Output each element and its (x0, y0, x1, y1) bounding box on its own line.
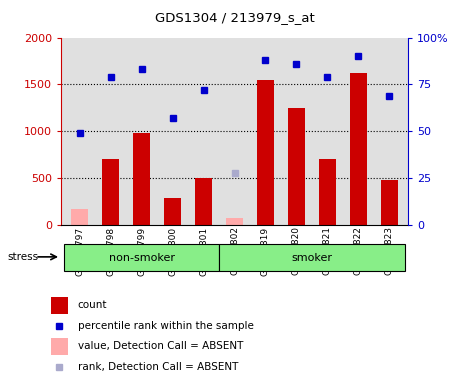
Bar (350, 73, 367, 225)
Bar (195, 178, 212, 225)
Bar (164, 198, 181, 225)
Bar (133, 133, 150, 225)
Bar (219, 244, 405, 272)
Bar (319, 159, 336, 225)
Text: value, Detection Call = ABSENT: value, Detection Call = ABSENT (78, 342, 243, 351)
Bar (102, 159, 119, 225)
Text: smoker: smoker (291, 253, 333, 263)
Text: GDS1304 / 213979_s_at: GDS1304 / 213979_s_at (155, 11, 314, 24)
Text: percentile rank within the sample: percentile rank within the sample (78, 321, 254, 331)
Bar (64, 244, 219, 272)
Text: stress: stress (7, 252, 38, 262)
Bar (51, 297, 68, 314)
Bar (288, 108, 305, 225)
Text: count: count (78, 300, 107, 310)
Bar (226, 217, 243, 225)
Bar (51, 338, 68, 355)
Bar (381, 180, 398, 225)
Text: rank, Detection Call = ABSENT: rank, Detection Call = ABSENT (78, 362, 238, 372)
Bar (257, 80, 274, 225)
Bar (71, 209, 88, 225)
Text: non-smoker: non-smoker (108, 253, 174, 263)
